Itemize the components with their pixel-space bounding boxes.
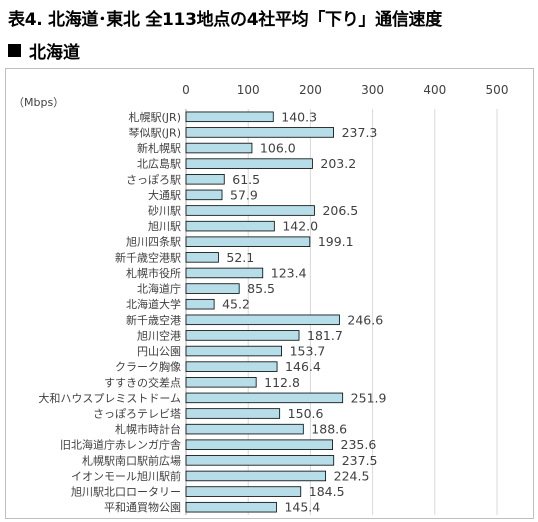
bar — [185, 205, 315, 216]
category-label: 旭川四条駅 — [126, 235, 181, 249]
bar — [185, 408, 281, 419]
bar-chart: 0 100 200 300 400 500 （Mbps） 140.3 札幌駅(JR) 237.3 琴… — [13, 83, 509, 515]
bar — [185, 314, 340, 326]
category-label: 札幌駅(JR) — [129, 110, 181, 124]
data-label: 251.9 — [351, 390, 387, 405]
data-label: 235.6 — [341, 437, 377, 452]
category-label: さっぽろ駅 — [126, 173, 181, 186]
category-label: 新千歳空港 — [126, 313, 181, 327]
bar — [185, 439, 333, 450]
chart-frame: 0 100 200 300 400 500 （Mbps） 140.3 札幌駅(JR) 237.3 琴… — [5, 68, 534, 519]
category-label: 砂川駅 — [148, 205, 181, 218]
data-label: 57.9 — [230, 187, 258, 202]
data-label: 145.4 — [284, 500, 320, 515]
data-label: 153.7 — [290, 344, 326, 359]
bar — [185, 158, 313, 169]
category-label: 新札幌駅 — [137, 141, 181, 155]
page-title: 表4. 北海道･東北 全113地点の4社平均「下り」通信速度 — [8, 10, 442, 30]
data-label: 237.5 — [342, 453, 378, 468]
x-tick-label: 100 — [237, 83, 260, 97]
category-label: 札幌市時計台 — [115, 422, 181, 436]
bar — [185, 189, 223, 201]
bar — [185, 330, 300, 341]
bar — [185, 470, 327, 482]
data-label: 199.1 — [318, 234, 354, 249]
category-label: 大通駅 — [148, 188, 181, 202]
category-label: 北広島駅 — [137, 157, 181, 171]
bar — [185, 486, 302, 497]
category-label: 琴似駅(JR) — [129, 126, 181, 139]
bar — [185, 142, 253, 154]
data-label: 206.5 — [322, 203, 358, 218]
category-label: クラーク胸像 — [115, 360, 181, 374]
category-label: 旭川駅 — [148, 219, 181, 233]
bar — [185, 252, 219, 263]
bar — [185, 267, 264, 279]
category-label: 札幌市役所 — [126, 266, 181, 280]
bar — [185, 298, 215, 310]
data-label: 142.0 — [282, 219, 318, 234]
bar — [185, 283, 240, 294]
category-label: すすきの交差点 — [104, 375, 181, 389]
data-label: 146.4 — [285, 359, 321, 374]
bar — [185, 377, 257, 388]
data-label: 181.7 — [307, 328, 343, 343]
section-heading-label: 北海道 — [29, 43, 80, 63]
unit-label: （Mbps） — [13, 96, 64, 109]
data-label: 150.6 — [288, 406, 324, 421]
category-label: 円山公園 — [137, 345, 181, 358]
bar — [185, 361, 278, 372]
x-tick-label: 300 — [361, 83, 384, 97]
bar — [185, 392, 344, 404]
x-tick-label: 500 — [486, 83, 509, 97]
x-tick-label: 0 — [182, 83, 190, 97]
data-label: 140.3 — [281, 109, 317, 124]
data-label: 52.1 — [226, 250, 254, 265]
data-label: 61.5 — [232, 172, 260, 187]
bar — [185, 127, 335, 138]
data-label: 203.2 — [320, 156, 356, 171]
category-label: イオンモール旭川駅前 — [71, 469, 181, 483]
x-tick-label: 400 — [423, 83, 446, 97]
data-label: 123.4 — [271, 265, 307, 280]
bar — [185, 220, 275, 232]
data-label: 184.5 — [309, 484, 345, 499]
bar — [185, 501, 277, 513]
bar — [185, 455, 335, 466]
category-label: 旭川空港 — [137, 328, 181, 342]
bar — [185, 236, 311, 247]
data-label: 188.6 — [311, 422, 347, 437]
bar — [185, 345, 283, 357]
category-label: 旭川駅北口ロータリー — [71, 485, 181, 499]
category-label: 北海道庁 — [137, 282, 181, 296]
square-bullet-icon — [8, 44, 21, 57]
category-label: 大和ハウスプレミストドーム — [38, 391, 181, 405]
data-label: 85.5 — [247, 281, 275, 296]
bar — [185, 423, 304, 435]
data-label: 237.3 — [342, 125, 378, 140]
data-label: 106.0 — [260, 141, 296, 156]
category-label: 平和通買物公園 — [104, 500, 181, 514]
category-label: 旧北海道庁赤レンガ庁舎 — [60, 438, 181, 452]
data-label: 45.2 — [222, 297, 250, 312]
data-label: 224.5 — [334, 468, 370, 483]
bar — [185, 174, 225, 185]
data-label: 112.8 — [264, 375, 300, 390]
x-tick-label: 200 — [299, 83, 322, 97]
bar — [185, 111, 274, 123]
section-heading: 北海道 — [8, 38, 80, 63]
category-label: 新千歳空港駅 — [115, 250, 181, 264]
data-label: 246.6 — [347, 312, 383, 327]
category-label: 北海道大学 — [126, 297, 181, 311]
category-label: 札幌駅南口駅前広場 — [82, 453, 181, 467]
category-label: さっぽろテレビ塔 — [93, 408, 181, 421]
